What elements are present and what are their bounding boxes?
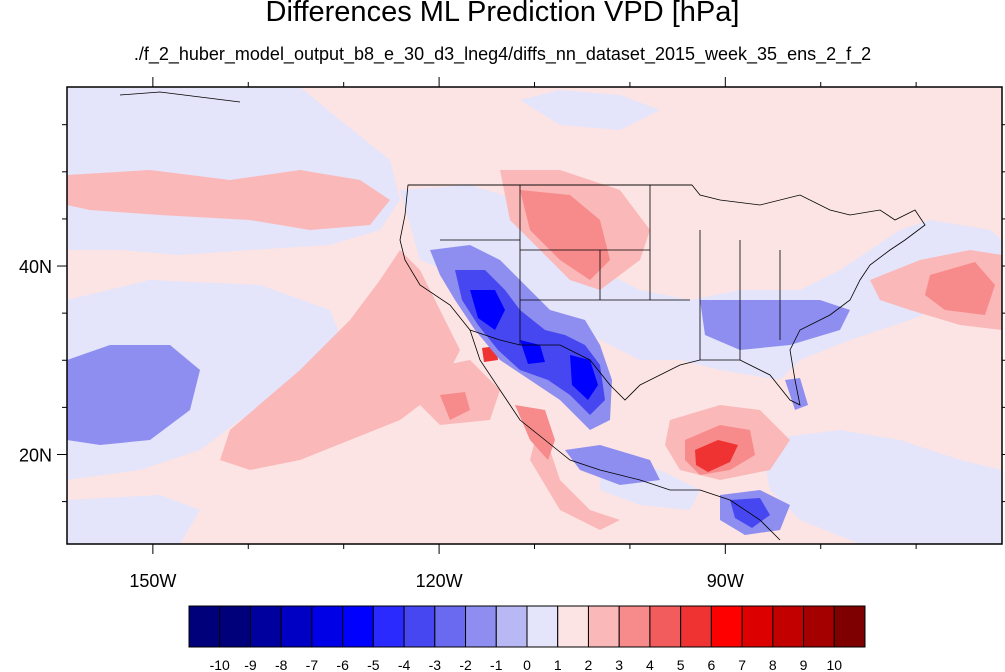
colorbar-swatch	[372, 605, 405, 648]
colorbar-label: -9	[244, 657, 257, 672]
colorbar-label: -1	[490, 657, 503, 672]
colorbar-swatch	[710, 605, 743, 648]
colorbar-swatch	[495, 605, 528, 648]
colorbar-label: 3	[615, 657, 623, 672]
lat-axis: 40N 20N	[19, 124, 1005, 503]
colorbar-label: -4	[398, 657, 411, 672]
vpd-field	[67, 87, 1002, 544]
colorbar-label: 6	[707, 657, 715, 672]
colorbar-label: 0	[523, 657, 531, 672]
lon-tick-label: 90W	[707, 571, 744, 591]
colorbar-label: 10	[826, 657, 842, 672]
colorbar-label: 2	[585, 657, 593, 672]
colorbar-label: 7	[738, 657, 746, 672]
colorbar-label: -5	[367, 657, 380, 672]
colorbar-label: -3	[429, 657, 442, 672]
field-level-minus6	[470, 290, 598, 400]
colorbar-label: 4	[646, 657, 654, 672]
lon-axis: 150W 120W 90W	[129, 77, 917, 591]
colorbar-swatch	[188, 605, 221, 648]
lat-tick-label: 20N	[19, 445, 52, 465]
colorbar-swatch	[803, 605, 835, 648]
colorbar-swatch	[280, 605, 313, 648]
colorbar-label: -10	[210, 657, 230, 672]
colorbar-swatch	[403, 605, 436, 648]
colorbar-label: -6	[336, 657, 349, 672]
colorbar-label: -8	[275, 657, 288, 672]
colorbar-swatch	[434, 605, 467, 648]
colorbar-label: -2	[459, 657, 472, 672]
colorbar: -10 -9 -8 -7 -6 -5 -4 -3 -2 -1 0 1 2 3 4 5 6 7 8 9 10	[188, 605, 866, 672]
lon-tick-label: 120W	[416, 571, 463, 591]
colorbar-swatch	[680, 605, 712, 648]
colorbar-swatch	[342, 605, 374, 648]
colorbar-swatch	[587, 605, 620, 648]
coastline-outline	[119, 91, 926, 541]
colorbar-label: 9	[800, 657, 808, 672]
colorbar-swatch	[311, 605, 344, 648]
colorbar-swatch	[649, 605, 682, 648]
colorbar-swatch	[249, 605, 282, 648]
lat-tick-label: 40N	[19, 257, 52, 277]
colorbar-label: 1	[554, 657, 562, 672]
map-title: Differences ML Prediction VPD [hPa]	[265, 0, 740, 28]
colorbar-swatch	[618, 605, 651, 648]
colorbar-swatch	[772, 605, 805, 648]
colorbar-swatch	[526, 605, 559, 648]
colorbar-label: -7	[306, 657, 319, 672]
lon-tick-label: 150W	[129, 571, 176, 591]
colorbar-swatch	[557, 605, 589, 648]
colorbar-swatch	[741, 605, 774, 648]
colorbar-swatch	[219, 605, 251, 648]
map-subtitle: ./f_2_huber_model_output_b8_e_30_d3_lneg…	[133, 44, 872, 64]
colorbar-swatch	[465, 605, 497, 648]
colorbar-label: 5	[677, 657, 685, 672]
colorbar-label: 8	[769, 657, 777, 672]
colorbar-swatch	[833, 605, 866, 648]
